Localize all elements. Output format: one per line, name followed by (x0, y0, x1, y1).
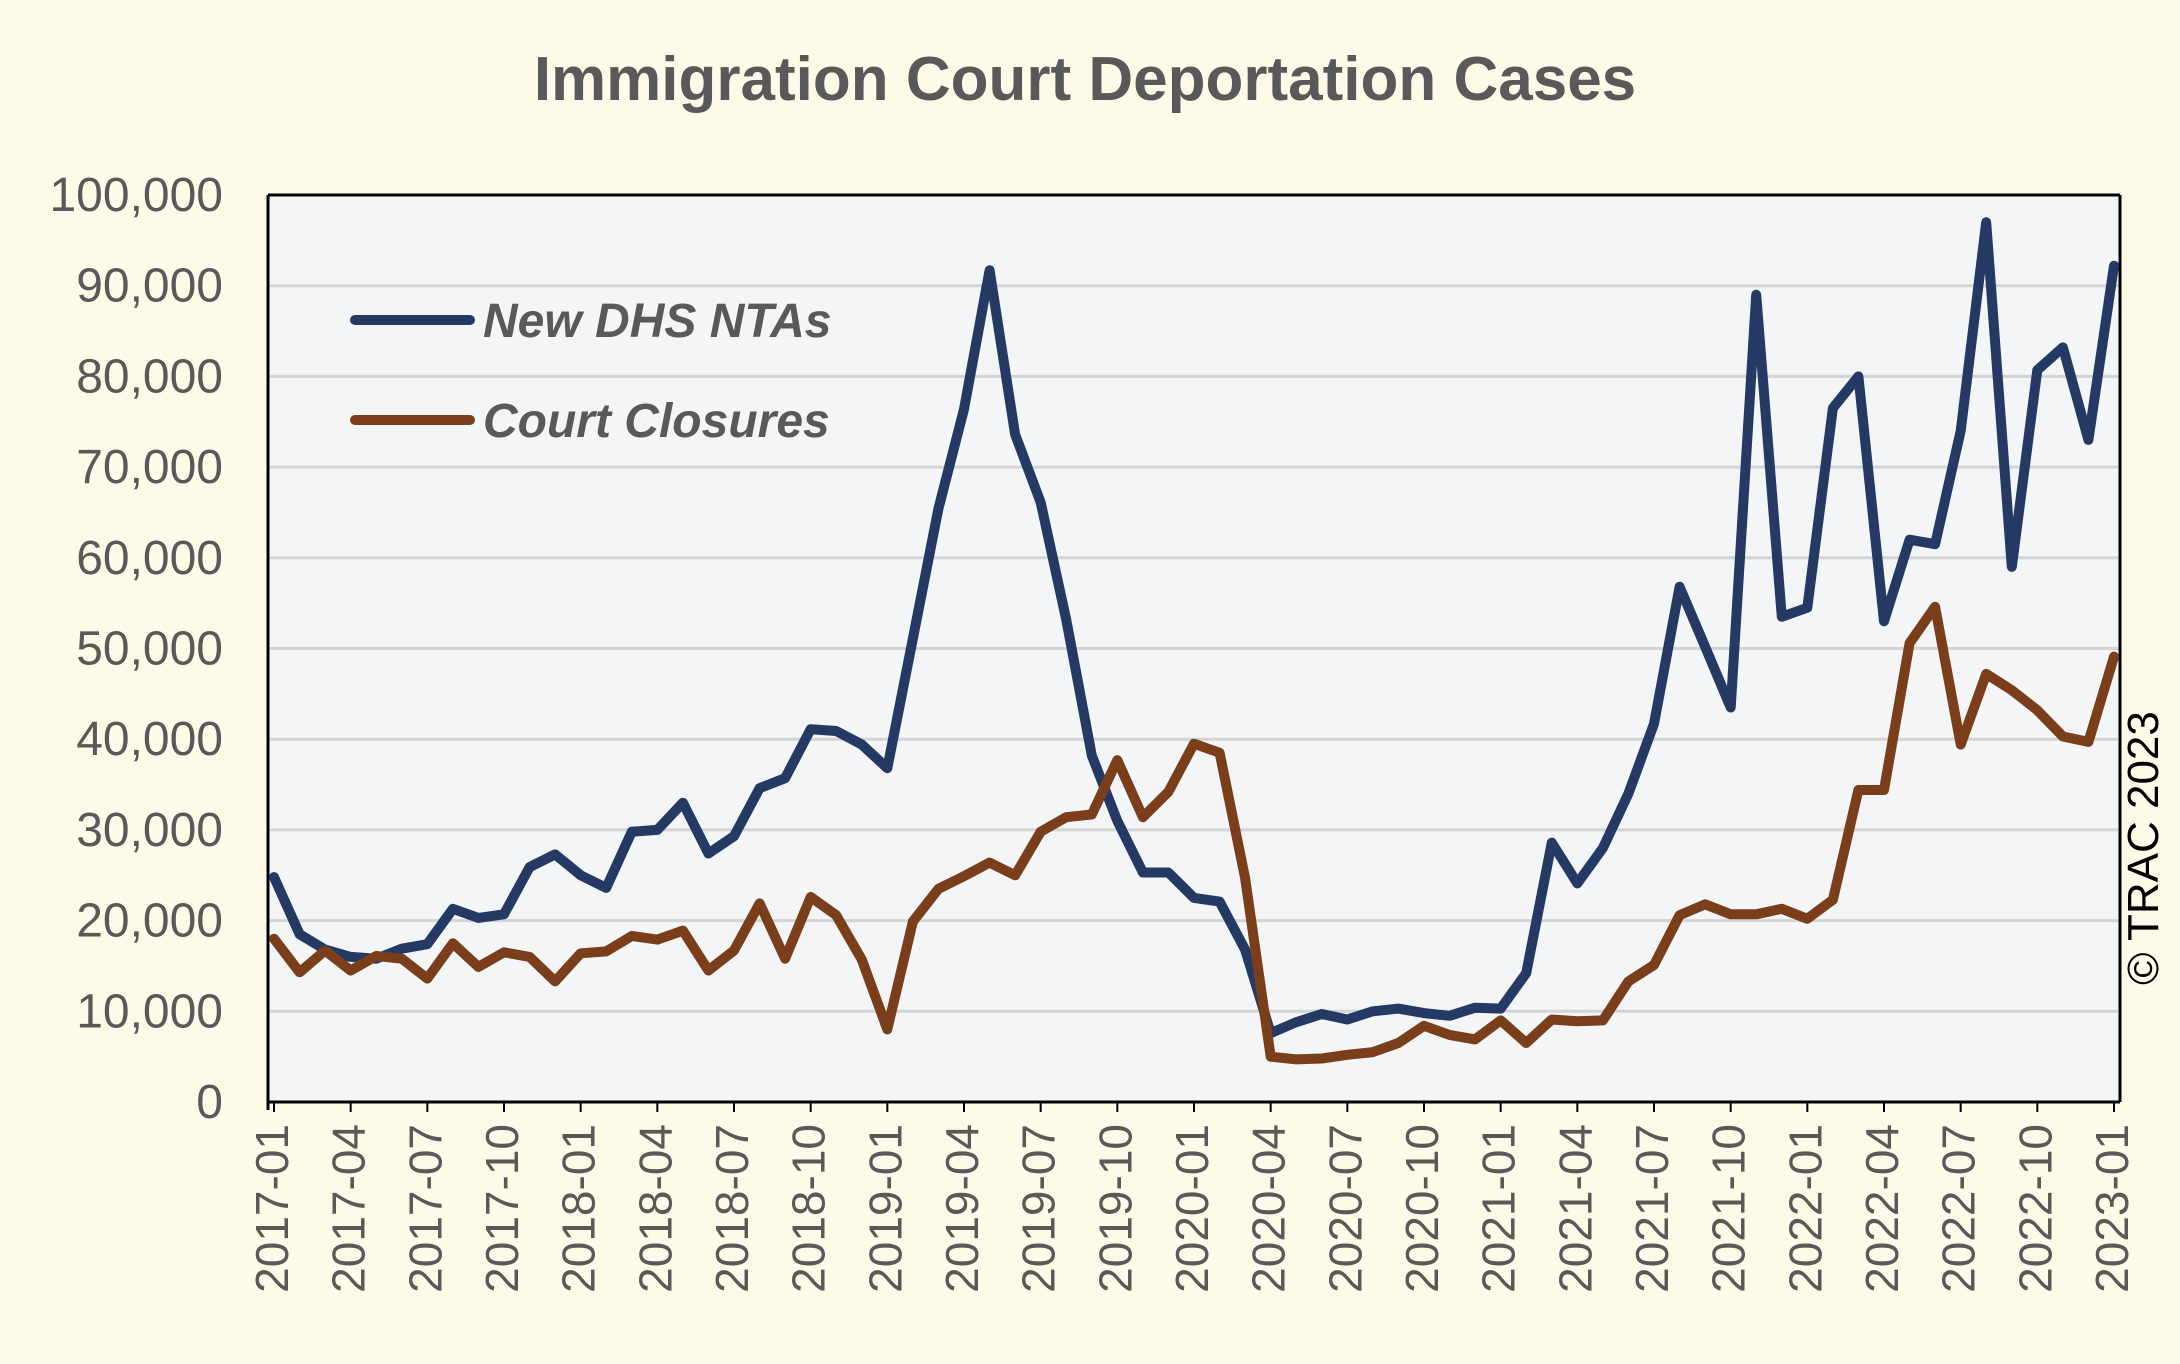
y-tick-label: 90,000 (76, 260, 223, 313)
series-line-1 (269, 601, 2119, 1065)
y-axis-tick-labels: 0 10,000 20,000 30,000 40,000 50,000 60,000 70,… (49, 169, 223, 1129)
x-tick-label: 2022-07 (1933, 1124, 1985, 1293)
legend-label: Court Closures (483, 395, 830, 448)
y-tick-label: 40,000 (76, 713, 223, 766)
x-tick-label: 2017-04 (323, 1124, 375, 1293)
series-lines (269, 217, 2119, 1065)
x-tick-label: 2020-10 (1396, 1124, 1448, 1293)
x-tick-label: 2019-10 (1089, 1124, 1141, 1293)
y-tick-label: 30,000 (76, 804, 223, 857)
x-tick-label: 2022-04 (1856, 1124, 1908, 1293)
x-tick-label: 2020-07 (1319, 1124, 1371, 1293)
legend-label: New DHS NTAs (483, 295, 832, 348)
legend: New DHS NTAs Court Closures (350, 295, 832, 448)
x-tick-label: 2019-04 (936, 1124, 988, 1293)
chart-title: Immigration Court Deportation Cases (534, 45, 1636, 114)
x-tick-label: 2017-01 (246, 1124, 298, 1293)
y-tick-label: 70,000 (76, 441, 223, 494)
x-tick-label: 2021-01 (1473, 1124, 1525, 1293)
x-tick-label: 2019-01 (859, 1124, 911, 1293)
x-tick-label: 2018-01 (553, 1124, 605, 1293)
axes (266, 193, 2122, 1112)
x-axis-tick-labels: 2017-01 2017-04 2017-07 2017-10 2018-01 2018-… (246, 1124, 2138, 1293)
y-tick-label: 80,000 (76, 350, 223, 403)
y-tick-label: 20,000 (76, 895, 223, 948)
x-tick-label: 2021-07 (1626, 1124, 1678, 1293)
y-tick-label: 60,000 (76, 532, 223, 585)
x-tick-label: 2021-10 (1703, 1124, 1755, 1293)
x-tick-label: 2022-10 (2009, 1124, 2061, 1293)
x-tick-label: 2018-04 (629, 1124, 681, 1293)
x-tick-label: 2019-07 (1013, 1124, 1065, 1293)
series-line-0 (269, 217, 2119, 1039)
x-tick-label: 2017-07 (399, 1124, 451, 1293)
x-tick-label: 2018-07 (706, 1124, 758, 1293)
y-tick-label: 100,000 (49, 169, 223, 222)
x-tick-label: 2022-01 (1779, 1124, 1831, 1293)
copyright-credit: © TRAC 2023 (2119, 711, 2168, 985)
y-tick-label: 10,000 (76, 985, 223, 1038)
x-tick-label: 2020-01 (1166, 1124, 1218, 1293)
x-tick-label: 2021-04 (1549, 1124, 1601, 1293)
x-tick-label: 2020-04 (1243, 1124, 1295, 1293)
x-tick-label: 2018-10 (783, 1124, 835, 1293)
y-tick-label: 0 (196, 1076, 223, 1129)
y-tick-label: 50,000 (76, 623, 223, 676)
x-tick-label: 2023-01 (2086, 1124, 2138, 1293)
x-tick-label: 2017-10 (476, 1124, 528, 1293)
